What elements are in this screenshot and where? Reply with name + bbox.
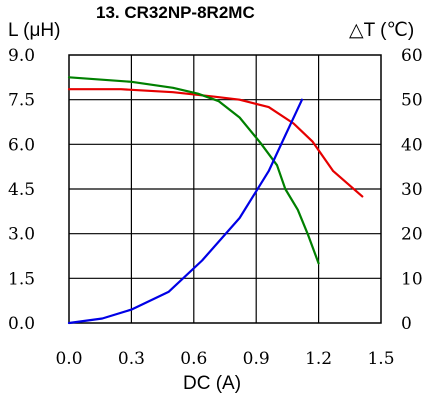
chart-title: 13. CR32NP-8R2MC [96,3,255,22]
x-tick-label: 1.2 [305,349,332,369]
x-axis-title: DC (A) [183,373,241,394]
y-right-tick-label: 30 [401,180,423,200]
plot-frame [68,54,382,324]
y-right-tick-label: 40 [401,135,423,155]
y-left-tick-label: 6.0 [8,135,35,155]
tick-labels: 0.0 0.3 0.6 0.9 1.2 1.5 0.0 1.5 3.0 4.5 6.0 7.5 9.0 0… [8,46,423,369]
x-tick-label: 0.0 [55,349,82,369]
y-left-axis-title: L (μH) [8,20,60,41]
y-right-axis-title: △T (℃) [349,20,414,41]
y-left-tick-label: 9.0 [8,46,35,66]
x-tick-label: 0.3 [118,349,145,369]
temperature-rise-series [67,98,304,325]
series-layer [67,76,364,325]
inductance-red-series [67,88,364,198]
y-right-tick-label: 10 [401,269,423,289]
y-right-tick-label: 50 [401,91,423,111]
y-right-tick-label: 20 [401,225,423,245]
y-left-tick-label: 7.5 [8,91,35,111]
y-left-tick-label: 4.5 [8,180,35,200]
y-left-tick-label: 1.5 [8,269,35,289]
y-right-tick-label: 60 [401,46,423,66]
x-tick-label: 0.9 [243,349,270,369]
x-tick-label: 1.5 [367,349,394,369]
x-tick-label: 0.6 [180,349,207,369]
y-left-tick-label: 0.0 [8,314,35,334]
inductance-green-series [67,76,320,265]
grid-lines [69,55,381,323]
y-left-tick-label: 3.0 [8,225,35,245]
y-right-tick-label: 0 [401,314,412,334]
